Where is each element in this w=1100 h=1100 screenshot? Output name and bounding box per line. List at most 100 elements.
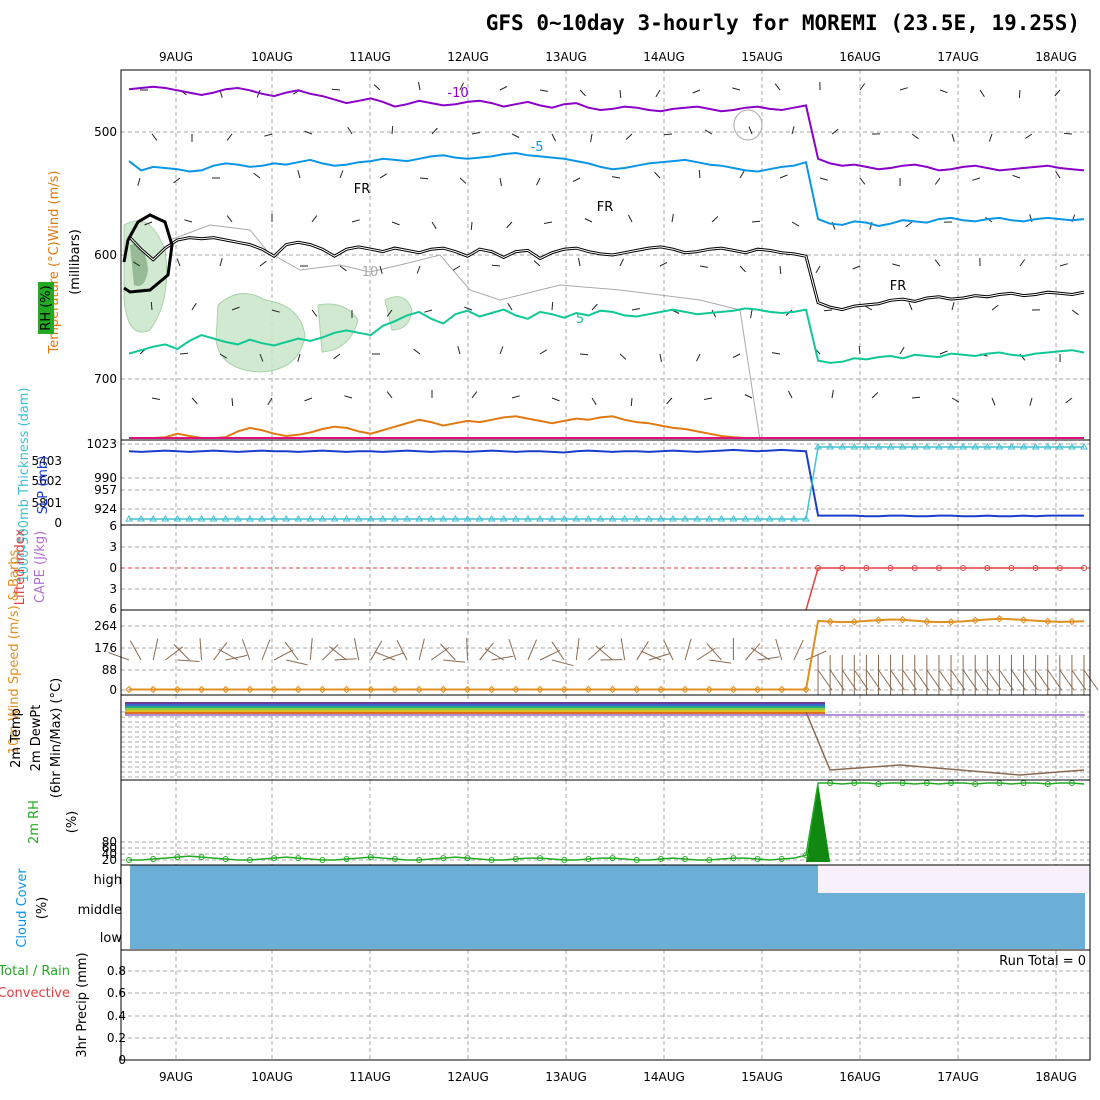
wind-barb — [173, 177, 181, 184]
wind-barb — [1012, 174, 1021, 179]
thickness-marker — [814, 443, 822, 450]
ytick-wind10: 176 — [94, 641, 117, 655]
wind10-marker — [608, 685, 617, 694]
wind10-barb — [640, 650, 662, 661]
wind-barb — [459, 82, 464, 91]
thickness-marker — [125, 515, 133, 522]
wind10-barb — [108, 652, 130, 661]
wind-barb — [939, 350, 948, 355]
rh2m-marker — [778, 856, 785, 863]
wind10-barb — [443, 659, 466, 663]
wind10-barb — [620, 638, 626, 661]
ytick-pressure: 700 — [94, 372, 117, 386]
thickness-marker — [161, 515, 170, 522]
wind10-barb — [328, 646, 347, 661]
thickness-marker — [850, 443, 859, 450]
rh2m-marker — [319, 857, 326, 863]
precip-run-total: Run Total = 0 — [999, 954, 1086, 969]
day-label-bottom: 17AUG — [937, 1070, 979, 1084]
wind-barb — [852, 265, 861, 270]
wind10-marker — [705, 685, 713, 694]
wind10-barb — [218, 648, 239, 661]
wind-barb — [311, 215, 318, 223]
series-line-wind10 — [129, 617, 1085, 691]
rh2m-marker — [126, 857, 132, 863]
wind10-marker — [1044, 617, 1052, 626]
thickness-marker — [572, 515, 581, 522]
thickness-marker — [765, 515, 774, 522]
wind10-barb — [595, 645, 613, 661]
ytick-slp: 957 — [94, 483, 117, 497]
rh2m-marker — [657, 856, 664, 863]
wind-barb — [1059, 263, 1068, 267]
rh2m-marker — [972, 780, 979, 787]
temp-band — [125, 706, 825, 708]
wind-barb — [979, 89, 985, 97]
wind-barb — [386, 309, 393, 317]
thickness-marker — [354, 515, 363, 522]
wind-barb — [911, 396, 921, 399]
series-line-slp — [128, 448, 1084, 518]
wind-barb — [132, 261, 141, 267]
rh-shading — [317, 303, 359, 353]
wind10-barb — [636, 641, 649, 661]
wind-barb — [819, 177, 828, 181]
wind10-barb — [374, 651, 396, 661]
wind10-barb — [430, 646, 450, 661]
wind10-barb — [152, 638, 159, 661]
wind10-marker — [729, 685, 738, 694]
wind-barb — [939, 89, 948, 94]
ylabel-precip-conv: Convective — [0, 986, 70, 1001]
day-label-bottom: 9AUG — [159, 1070, 193, 1084]
wind-barb — [506, 221, 513, 229]
wind-barb — [934, 259, 941, 267]
wind10-barb — [199, 638, 203, 661]
thickness-marker — [137, 515, 145, 522]
wind-barb — [373, 84, 381, 91]
wind-barb — [748, 126, 753, 135]
series-line-FR2 — [122, 213, 174, 294]
wind10-marker — [294, 685, 302, 694]
ylabel-millibars: (millibars) — [68, 229, 83, 295]
wind10-marker — [149, 685, 157, 694]
wind10-marker — [125, 685, 133, 694]
thickness-marker — [330, 515, 339, 522]
wind-barb — [659, 353, 662, 362]
thickness-marker — [197, 515, 206, 522]
ytick-li: 3 — [109, 540, 117, 554]
wind-barb — [871, 392, 879, 399]
wind10-barb — [663, 639, 674, 661]
wind-barb — [144, 221, 153, 226]
ytick-wind10: 0 — [109, 683, 117, 697]
thickness-marker — [959, 443, 967, 450]
thickness-marker — [233, 515, 242, 522]
wind-barb — [584, 218, 593, 223]
day-label-top: 18AUG — [1035, 50, 1077, 64]
day-label-top: 9AUG — [159, 50, 193, 64]
wind10-marker — [222, 685, 230, 694]
wind-barb — [259, 353, 264, 362]
li-marker — [839, 565, 846, 571]
contour-label: -10 — [447, 86, 468, 101]
chart-title: GFS 0~10day 3-hourly for MOREMI (23.5E, … — [486, 11, 1080, 35]
wind-barb — [386, 391, 393, 399]
wind-barb — [696, 353, 701, 362]
contour-label: FR — [354, 182, 371, 197]
wind-barb — [331, 88, 341, 91]
wind-barb — [859, 83, 866, 91]
wind-barb — [418, 82, 421, 91]
wind-barb — [1025, 133, 1033, 139]
thickness-marker — [439, 515, 448, 522]
day-label-bottom: 12AUG — [447, 1070, 489, 1084]
wind-barb — [899, 87, 908, 91]
thickness-marker — [1019, 443, 1028, 450]
contour-label: 10 — [362, 265, 379, 280]
ylabel-temp2m: 2m Temp — [9, 708, 24, 768]
wind10-barb — [440, 643, 456, 661]
thickness-marker — [669, 515, 677, 522]
wind-barb — [459, 177, 467, 184]
thickness-marker — [258, 515, 266, 522]
thickness-marker — [403, 515, 411, 522]
li-marker — [887, 565, 894, 571]
meteogram-panels: 9AUG 9AUG 10AUG 10AUG 11AUG 11AUG 12AUG 12AUG 13… — [0, 50, 1099, 1084]
